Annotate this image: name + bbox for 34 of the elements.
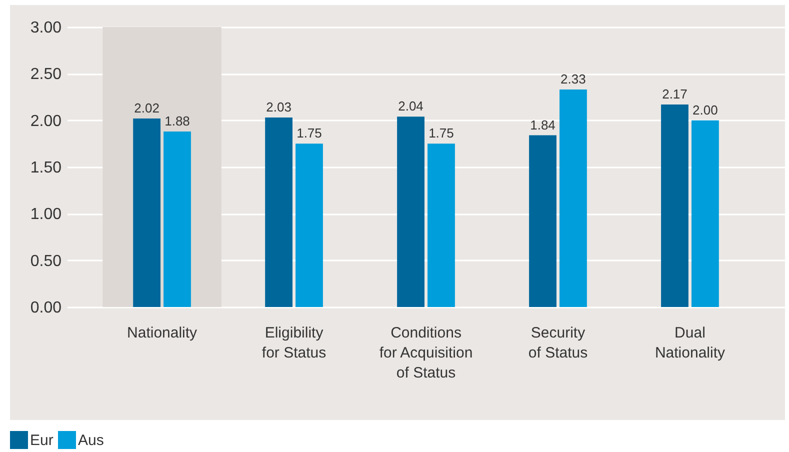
y-tick-label: 2.00 — [30, 112, 62, 130]
legend-label: Aus — [78, 432, 104, 449]
bar — [428, 144, 455, 307]
data-label: 1.88 — [164, 114, 190, 129]
y-tick-label: 2.50 — [30, 66, 62, 84]
data-label: 2.03 — [266, 100, 292, 115]
bar — [265, 118, 292, 307]
y-tick-label: 0.00 — [30, 300, 62, 316]
data-label: 2.02 — [134, 100, 160, 116]
bar — [691, 120, 719, 307]
data-label: 1.84 — [530, 117, 556, 132]
x-tick-label: Dual Nationality — [654, 324, 726, 362]
data-label: 2.17 — [662, 86, 688, 102]
y-tick-label: 1.00 — [30, 206, 62, 224]
bar — [296, 144, 323, 307]
legend-label: Eur — [30, 432, 54, 449]
x-tick-label: Conditions for Acquisition of Status — [379, 324, 473, 382]
bar — [164, 132, 191, 307]
bar — [397, 116, 424, 307]
bar — [560, 90, 587, 307]
x-tick-label: Eligibility for Status — [262, 324, 326, 362]
data-label: 2.04 — [398, 98, 424, 114]
x-tick-label: Security of Status — [528, 324, 588, 362]
bar — [133, 118, 161, 307]
x-tick-label: Nationality — [127, 324, 198, 342]
bar — [661, 104, 688, 307]
data-label: 2.33 — [560, 72, 586, 87]
bar — [529, 135, 556, 307]
data-label: 2.00 — [692, 102, 718, 118]
y-tick-label: 0.50 — [30, 252, 62, 270]
y-tick-label: 1.50 — [30, 160, 62, 176]
y-tick-label: 3.00 — [30, 20, 62, 36]
data-label: 1.75 — [428, 126, 454, 141]
data-label: 1.75 — [296, 126, 322, 141]
